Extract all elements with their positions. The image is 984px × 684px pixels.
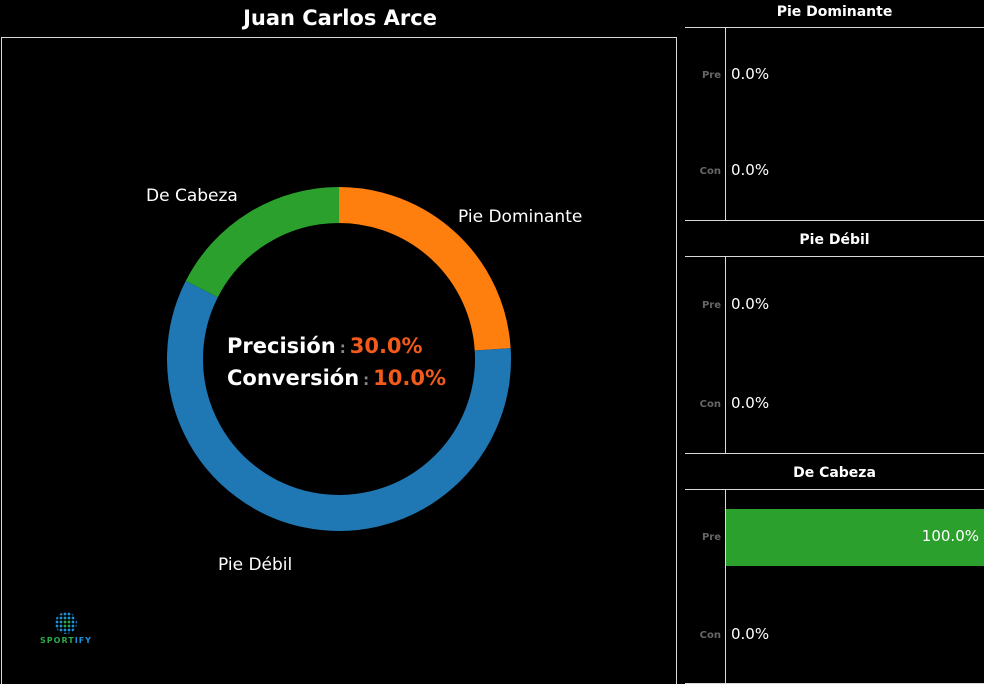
bar-chart-area: Pre 0.0% Con 0.0% <box>685 256 984 454</box>
donut-chart <box>167 187 511 531</box>
donut-slice-pie-debil[interactable] <box>167 280 511 531</box>
panel-de-cabeza: De Cabeza Pre 100.0% Con 0.0% <box>685 454 984 684</box>
row-value: 0.0% <box>731 295 770 313</box>
row-value: 0.0% <box>731 161 770 179</box>
donut-center-stats: Precisión:30.0% Conversión:10.0% <box>227 331 446 395</box>
conversion-separator: : <box>363 371 370 389</box>
conversion-label: Conversión <box>227 366 360 390</box>
bar-chart-area: Pre 100.0% Con 0.0% <box>685 489 984 684</box>
label-pie-debil: Pie Débil <box>218 555 293 575</box>
row-value: 0.0% <box>731 625 770 643</box>
page-title: Juan Carlos Arce <box>243 6 437 30</box>
panel-pie-dominante: Pie Dominante Pre 0.0% Con 0.0% <box>685 0 984 221</box>
panel-title: Pie Dominante <box>776 4 893 20</box>
bar-fill[interactable] <box>726 509 984 566</box>
precision-label: Precisión <box>227 334 336 358</box>
label-de-cabeza: De Cabeza <box>146 186 238 206</box>
row-label: Pre <box>701 300 721 311</box>
conversion-value: 10.0% <box>373 366 447 390</box>
axis-line <box>725 490 726 683</box>
precision-value: 30.0% <box>349 334 423 358</box>
donut-slice-pie-dominante[interactable] <box>338 187 511 351</box>
row-label: Pre <box>701 532 721 543</box>
globe-icon <box>55 612 77 634</box>
row-value: 0.0% <box>731 65 770 83</box>
panel-title: De Cabeza <box>793 465 876 481</box>
precision-line: Precisión:30.0% <box>227 331 446 363</box>
bar-chart-area: Pre 0.0% Con 0.0% <box>685 27 984 221</box>
panel-pie-debil: Pie Débil Pre 0.0% Con 0.0% <box>685 221 984 454</box>
precision-separator: : <box>339 339 346 357</box>
logo-text-ify: IFY <box>74 636 92 645</box>
row-label: Con <box>699 166 721 177</box>
row-value: 0.0% <box>731 394 770 412</box>
row-label: Con <box>699 630 721 641</box>
conversion-line: Conversión:10.0% <box>227 363 446 395</box>
row-label: Pre <box>701 70 721 81</box>
donut-chart-frame: De Cabeza Pie Dominante Pie Débil Precis… <box>1 37 677 684</box>
logo-text-sport: SPORT <box>40 636 75 645</box>
row-value: 100.0% <box>921 527 979 545</box>
axis-line <box>725 28 726 220</box>
donut-slice-de-cabeza[interactable] <box>185 187 340 298</box>
axis-line <box>725 257 726 453</box>
row-label: Con <box>699 399 721 410</box>
panel-title: Pie Débil <box>799 232 870 248</box>
sportify-logo: SPORTIFY <box>26 612 106 645</box>
label-pie-dominante: Pie Dominante <box>458 207 583 227</box>
